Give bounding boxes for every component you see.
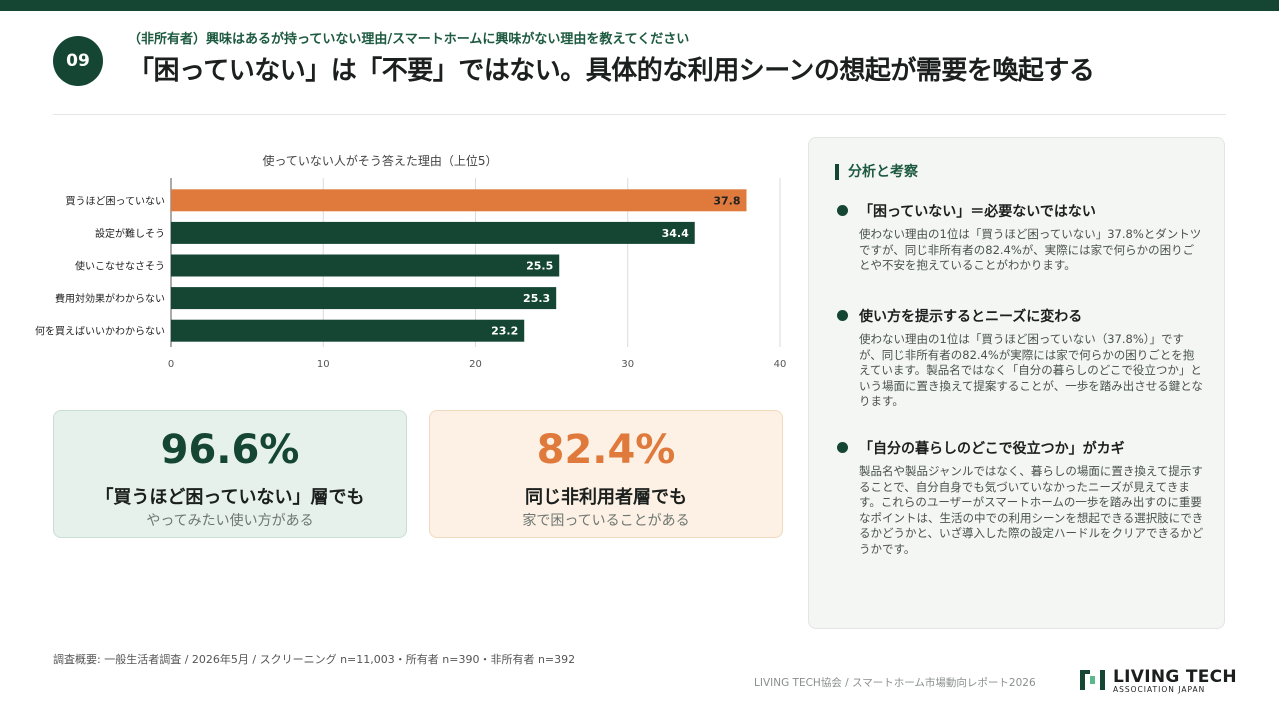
bar bbox=[171, 221, 695, 244]
stat-card-green: 96.6% 「買うほど困っていない」層でも やってみたい使い方がある bbox=[53, 410, 407, 538]
header-divider bbox=[53, 114, 1226, 115]
bar bbox=[171, 287, 557, 310]
data-label: 37.8 bbox=[713, 194, 740, 207]
question-subtitle: （非所有者）興味はあるが持っていない理由/スマートホームに興味がない理由を教えて… bbox=[128, 32, 690, 47]
category-label: 買うほど困っていない bbox=[66, 195, 166, 207]
point-heading: 使い方を提示するとニーズに変わる bbox=[859, 309, 1083, 325]
point-body: 使わない理由の1位は「買うほど困っていない（37.8%）」ですが、同じ非所有者の… bbox=[859, 332, 1203, 408]
bullet-icon bbox=[837, 205, 848, 216]
category-label: 使いこなせなさそう bbox=[75, 260, 165, 273]
bar bbox=[171, 319, 525, 342]
x-tick-label: 30 bbox=[621, 359, 634, 370]
bar bbox=[171, 254, 560, 277]
logo-mark-icon bbox=[1080, 670, 1105, 690]
bullet-icon bbox=[837, 442, 848, 453]
page-title: 「困っていない」は「不要」ではない。具体的な利用シーンの想起が需要を喚起する bbox=[128, 56, 1095, 86]
stat-value: 96.6% bbox=[160, 427, 300, 473]
stat-sublabel: やってみたい使い方がある bbox=[146, 513, 314, 529]
point-body: 使わない理由の1位は「買うほど困っていない」37.8%とダントツですが、同じ非所… bbox=[859, 227, 1202, 272]
stat-label: 「買うほど困っていない」層でも bbox=[95, 487, 365, 508]
report-credit: LIVING TECH協会 / スマートホーム市場動向レポート2026 bbox=[754, 677, 1036, 689]
category-label: 費用対効果がわからない bbox=[55, 292, 165, 305]
survey-footnote: 調査概要: 一般生活者調査 / 2026年5月 / スクリーニング n=11,0… bbox=[53, 653, 576, 666]
x-tick-label: 10 bbox=[317, 359, 330, 370]
chart-title: 使っていない人がそう答えた理由（上位5） bbox=[262, 154, 498, 168]
living-tech-logo: LIVING TECH ASSOCIATION JAPAN bbox=[1080, 667, 1237, 695]
data-label: 25.5 bbox=[526, 260, 553, 273]
stat-label: 同じ非利用者層でも bbox=[525, 487, 687, 508]
top-bar bbox=[0, 0, 1279, 11]
reasons-bar-chart: 0 10 20 30 40 買うほど困っていない 37.8 設定が難しそう 34.4 使いこなせな… bbox=[35, 178, 787, 370]
point-heading: 「困っていない」＝必要ないではない bbox=[859, 204, 1096, 220]
x-tick-label: 40 bbox=[774, 359, 787, 370]
stat-value: 82.4% bbox=[536, 427, 676, 473]
section-number-badge: 09 bbox=[53, 36, 103, 86]
bar bbox=[171, 189, 747, 212]
data-label: 25.3 bbox=[523, 292, 550, 305]
logo-subtext: ASSOCIATION JAPAN bbox=[1113, 685, 1206, 694]
logo-text: LIVING TECH bbox=[1113, 667, 1237, 687]
category-label: 設定が難しそう bbox=[95, 227, 165, 240]
point-body: 製品名や製品ジャンルではなく、暮らしの場面に置き換えて提示することで、自分自身で… bbox=[859, 464, 1204, 556]
stat-sublabel: 家で困っていることがある bbox=[522, 513, 690, 529]
analysis-panel: 分析と考察 「困っていない」＝必要ないではない 使わない理由の1位は「買うほど困… bbox=[808, 137, 1225, 629]
data-label: 34.4 bbox=[662, 227, 689, 240]
point-heading: 「自分の暮らしのどこで役立つか」がカギ bbox=[859, 441, 1125, 457]
panel-heading: 分析と考察 bbox=[835, 164, 918, 180]
x-tick-label: 20 bbox=[469, 359, 482, 370]
stat-card-orange: 82.4% 同じ非利用者層でも 家で困っていることがある bbox=[429, 410, 783, 538]
data-label: 23.2 bbox=[491, 325, 518, 338]
category-label: 何を買えばいいかわからない bbox=[35, 325, 165, 338]
bullet-icon bbox=[837, 310, 848, 321]
x-tick-label: 0 bbox=[168, 359, 174, 370]
